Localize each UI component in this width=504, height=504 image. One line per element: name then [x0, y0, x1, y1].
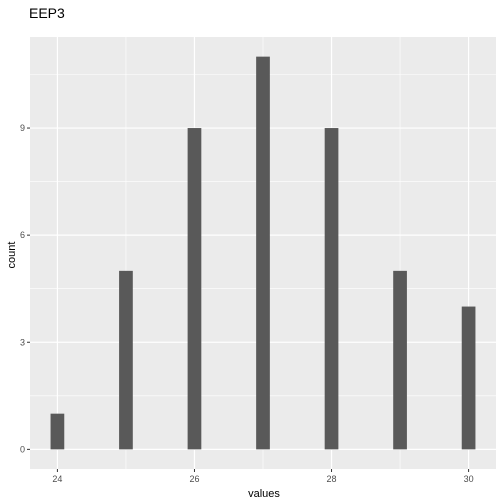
y-tick-label: 9	[20, 123, 25, 133]
x-axis-title: values	[248, 488, 280, 500]
bar	[393, 270, 407, 450]
bar	[50, 413, 65, 450]
y-tick-label: 0	[20, 444, 25, 454]
bar	[119, 270, 133, 450]
y-axis-title: count	[6, 242, 18, 269]
chart-title: EEP3	[29, 5, 65, 21]
y-tick-label: 3	[20, 337, 25, 347]
bars	[50, 56, 476, 450]
y-tick-label: 6	[20, 230, 25, 240]
x-tick-label: 24	[52, 474, 62, 484]
x-tick-label: 28	[327, 474, 337, 484]
bar	[461, 306, 476, 450]
x-axis-ticks: 24 26 28 30	[52, 469, 474, 484]
y-axis-ticks: 0 3 6 9	[20, 123, 30, 454]
x-tick-label: 30	[464, 474, 474, 484]
bar	[256, 56, 270, 450]
bar	[187, 128, 202, 450]
x-tick-label: 26	[189, 474, 199, 484]
bar	[324, 128, 339, 450]
